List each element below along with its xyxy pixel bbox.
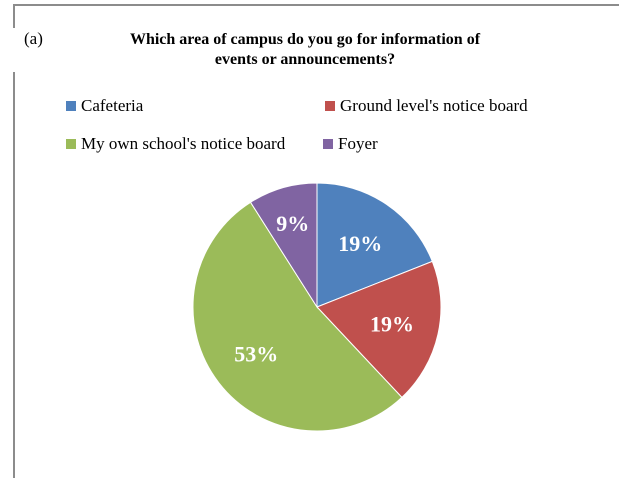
data-label-own-school-notice-board: 53% xyxy=(234,342,278,367)
legend-item-cafeteria: Cafeteria xyxy=(66,96,143,116)
pie-slice-own-school-notice-board xyxy=(192,201,403,432)
pie-slice-cafeteria xyxy=(316,182,433,308)
legend-swatch-cafeteria xyxy=(66,101,76,111)
legend-label-own-school-notice-board: My own school's notice board xyxy=(81,134,286,153)
chart-title-line-2: events or announcements? xyxy=(214,51,396,68)
legend-label-foyer: Foyer xyxy=(338,134,378,153)
legend-item-foyer: Foyer xyxy=(323,134,378,154)
chart-frame-left-border xyxy=(13,4,15,28)
data-label-cafeteria: 19% xyxy=(338,231,382,256)
chart-title: Which area of campus do you go for infor… xyxy=(60,30,550,70)
legend-swatch-foyer xyxy=(323,139,333,149)
legend-label-cafeteria: Cafeteria xyxy=(81,96,144,115)
pie-slice-foyer xyxy=(249,182,318,309)
chart-frame-top-border xyxy=(13,4,619,6)
data-label-ground-level-notice-board: 19% xyxy=(370,311,414,336)
legend-item-own-school-notice-board: My own school's notice board xyxy=(66,134,285,154)
chart-title-line-1: Which area of campus do you go for infor… xyxy=(129,31,481,48)
panel-label: (a) xyxy=(24,29,43,48)
chart-frame-left-border-lower xyxy=(13,72,15,478)
legend-item-ground-level-notice-board: Ground level's notice board xyxy=(325,96,528,116)
legend-swatch-ground-level-notice-board xyxy=(325,101,335,111)
legend-label-ground-level-notice-board: Ground level's notice board xyxy=(340,96,528,115)
legend-swatch-own-school-notice-board xyxy=(66,139,76,149)
data-label-foyer: 9% xyxy=(276,211,309,236)
pie-slice-ground-level-notice-board xyxy=(316,260,442,399)
